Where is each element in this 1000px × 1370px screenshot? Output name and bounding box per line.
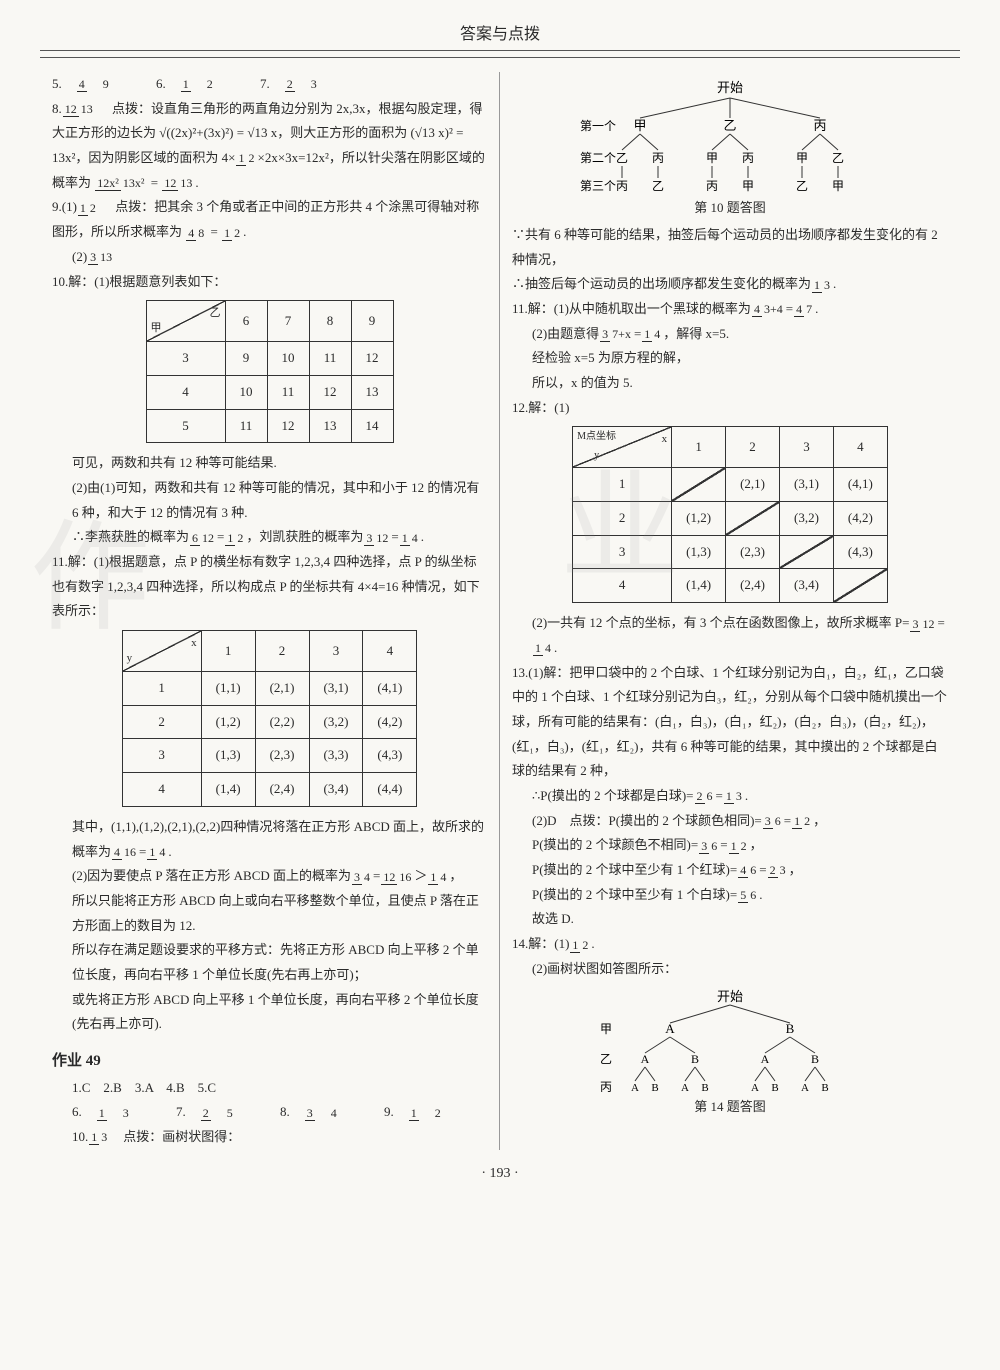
svg-text:乙: 乙 <box>832 151 844 165</box>
tree-start: 开始 <box>717 80 743 95</box>
svg-text:B: B <box>786 1021 795 1036</box>
q11r-t3: 经检验 x=5 为原方程的解， <box>512 346 948 371</box>
tree-svg: 开始 第一个 甲乙丙 第二个 乙丙 甲丙 甲乙 第三个 丙乙 丙甲 <box>550 78 910 198</box>
svg-text:甲: 甲 <box>742 179 754 193</box>
svg-text:B: B <box>821 1082 828 1094</box>
ans-5: 5.49 <box>52 76 139 91</box>
q14-t2: (2)画树状图如答图所示： <box>512 957 948 982</box>
q9: 9.(1)12 点拨：把其余 3 个角或者正中间的正方形共 4 个涂黑可得轴对称… <box>52 195 487 269</box>
columns: 5.49 6.12 7.23 8.1213 点拨：设直角三角形的两直角边分别为 … <box>40 72 960 1150</box>
q11-note1: 其中，(1,1),(1,2),(2,1),(2,2)四种情况将落在正方形 ABC… <box>52 815 487 864</box>
ans-7: 7.23 <box>260 76 347 91</box>
q14: 14.解：(1)12. (2)画树状图如答图所示： 开始 甲 AB 乙 AB A… <box>512 932 948 1116</box>
q10: 10.解：(1)根据题意列表如下： 乙甲 6789 39101112 41011… <box>52 270 487 551</box>
q10-table: 乙甲 6789 39101112 410111213 511121314 <box>146 300 394 443</box>
q10r-text2: ∴抽签后每个运动员的出场顺序都发生变化的概率为13. <box>512 272 948 297</box>
q11-note4: 所以存在满足题设要求的平移方式：先将正方形 ABCD 向上平移 2 个单位长度，… <box>52 938 487 987</box>
svg-text:A: A <box>665 1021 675 1036</box>
svg-text:B: B <box>701 1082 708 1094</box>
tree14-svg: 开始 甲 AB 乙 AB AB 丙 AB <box>560 987 900 1097</box>
column-right: 开始 第一个 甲乙丙 第二个 乙丙 甲丙 甲乙 第三个 丙乙 丙甲 <box>500 72 960 1150</box>
svg-text:乙: 乙 <box>600 1052 612 1066</box>
svg-text:乙: 乙 <box>796 179 808 193</box>
tree-q10: 开始 第一个 甲乙丙 第二个 乙丙 甲丙 甲乙 第三个 丙乙 丙甲 <box>512 78 948 217</box>
svg-text:乙: 乙 <box>652 179 664 193</box>
ans-6: 6.12 <box>156 76 243 91</box>
q11-note5: 或先将正方形 ABCD 向上平移 1 个单位长度，再向右平移 2 个单位长度(先… <box>52 988 487 1037</box>
svg-text:丙: 丙 <box>652 151 664 165</box>
svg-text:A: A <box>801 1082 809 1094</box>
svg-text:B: B <box>651 1082 658 1094</box>
page-title: 答案与点拨 <box>40 20 960 51</box>
q11r-t4: 所以，x 的值为 5. <box>512 371 948 396</box>
hw49-title: 作业 49 <box>52 1047 487 1076</box>
svg-text:A: A <box>681 1082 689 1094</box>
q13-p1: ∴P(摸出的 2 个球都是白球)=26=13. <box>512 784 948 809</box>
svg-text:丙: 丙 <box>813 118 826 133</box>
svg-text:A: A <box>751 1082 759 1094</box>
q13-t3: P(摸出的 2 个球颜色不相同)=36=12， <box>512 833 948 858</box>
q13-t6: 故选 D. <box>512 907 948 932</box>
svg-text:甲: 甲 <box>796 151 808 165</box>
q11-note3: 所以只能将正方形 ABCD 向上或向右平移整数个单位，且使点 P 落在正方形面上… <box>52 889 487 938</box>
q12-table: xM点坐标y 1234 1(2,1)(3,1)(4,1) 2(1,2)(3,2)… <box>572 426 888 603</box>
svg-text:丙: 丙 <box>616 179 628 193</box>
q13-t5: P(摸出的 2 个球中至少有 1 个白球)=56. <box>512 883 948 908</box>
svg-text:甲: 甲 <box>633 118 646 133</box>
svg-text:B: B <box>691 1052 699 1066</box>
svg-text:B: B <box>771 1082 778 1094</box>
q10-note2: (2)由(1)可知，两数和共有 12 种等可能的情况，其中和小于 12 的情况有… <box>52 476 487 525</box>
svg-text:丙: 丙 <box>600 1080 612 1094</box>
q12: 12.解：(1) xM点坐标y 1234 1(2,1)(3,1)(4,1) 2(… <box>512 396 948 661</box>
q11r: 11.解：(1)从中随机取出一个黑球的概率为43+4=47. (2)由题意得37… <box>512 297 948 396</box>
column-left: 5.49 6.12 7.23 8.1213 点拨：设直角三角形的两直角边分别为 … <box>40 72 500 1150</box>
svg-text:第一个: 第一个 <box>580 119 616 133</box>
q11-table: xy 1234 1(1,1)(2,1)(3,1)(4,1) 2(1,2)(2,2… <box>122 630 418 807</box>
svg-text:丙: 丙 <box>706 179 718 193</box>
page: 答案与点拨 5.49 6.12 7.23 8.1213 点拨：设直角三角形的两直… <box>0 0 1000 1212</box>
tree-q14: 开始 甲 AB 乙 AB AB 丙 AB <box>512 987 948 1116</box>
q12-label: 12.解：(1) <box>512 396 948 421</box>
hw49-row3: 10.13 点拨：画树状图得： <box>52 1125 487 1150</box>
svg-text:甲: 甲 <box>832 179 844 193</box>
svg-text:丙: 丙 <box>742 151 754 165</box>
q10r-text1: ∵共有 6 种等可能的结果，抽签后每个运动员的出场顺序都发生变化的有 2 种情况… <box>512 223 948 272</box>
q11-label: 11.解：(1)根据题意，点 P 的横坐标有数字 1,2,3,4 四种选择，点 … <box>52 550 487 624</box>
svg-text:A: A <box>641 1052 650 1066</box>
q9-part2: (2)313 <box>52 245 487 270</box>
svg-text:第二个: 第二个 <box>580 151 616 165</box>
svg-text:甲: 甲 <box>600 1022 612 1036</box>
q11: 11.解：(1)根据题意，点 P 的横坐标有数字 1,2,3,4 四种选择，点 … <box>52 550 487 1037</box>
tree14-caption: 第 14 题答图 <box>512 1099 948 1116</box>
q13-t4: P(摸出的 2 个球中至少有 1 个红球)=46=23， <box>512 858 948 883</box>
q10-note3: ∴李燕获胜的概率为612=12，刘凯获胜的概率为312=14. <box>52 525 487 550</box>
q12-note: (2)一共有 12 个点的坐标，有 3 个点在函数图像上，故所求概率 P=312… <box>512 611 948 660</box>
q11-note2: (2)因为要使点 P 落在正方形 ABCD 面上的概率为34=1216＞14， <box>52 864 487 889</box>
answers-5-7: 5.49 6.12 7.23 <box>52 72 487 97</box>
tree10-caption: 第 10 题答图 <box>512 200 948 217</box>
svg-text:第三个: 第三个 <box>580 179 616 193</box>
hw49-row1: 1.C 2.B 3.A 4.B 5.C <box>52 1076 487 1101</box>
svg-text:乙: 乙 <box>723 118 736 133</box>
q11r-p2: (2)由题意得37+x=14，解得 x=5. <box>512 322 948 347</box>
page-number: · 193 · <box>40 1166 960 1182</box>
q8: 8.1213 点拨：设直角三角形的两直角边分别为 2x,3x，根据勾股定理，得大… <box>52 97 487 196</box>
svg-text:B: B <box>811 1052 819 1066</box>
q13-t2: (2)D 点拨：P(摸出的 2 个球颜色相同)=36=12， <box>512 809 948 834</box>
q10-note1: 可见，两数和共有 12 种等可能结果. <box>52 451 487 476</box>
q10-label: 10.解：(1)根据题意列表如下： <box>52 270 487 295</box>
svg-text:A: A <box>631 1082 639 1094</box>
svg-text:A: A <box>761 1052 770 1066</box>
q13-text1: 13.(1)解：把甲口袋中的 2 个白球、1 个红球分别记为白₁，白₂，红₁，乙… <box>512 661 948 784</box>
hw49-row2: 6.13 7.25 8.34 9.12 <box>52 1100 487 1125</box>
svg-text:甲: 甲 <box>706 151 718 165</box>
header-underline <box>40 57 960 58</box>
svg-text:乙: 乙 <box>616 151 628 165</box>
q13: 13.(1)解：把甲口袋中的 2 个白球、1 个红球分别记为白₁，白₂，红₁，乙… <box>512 661 948 933</box>
svg-text:开始: 开始 <box>717 989 743 1004</box>
